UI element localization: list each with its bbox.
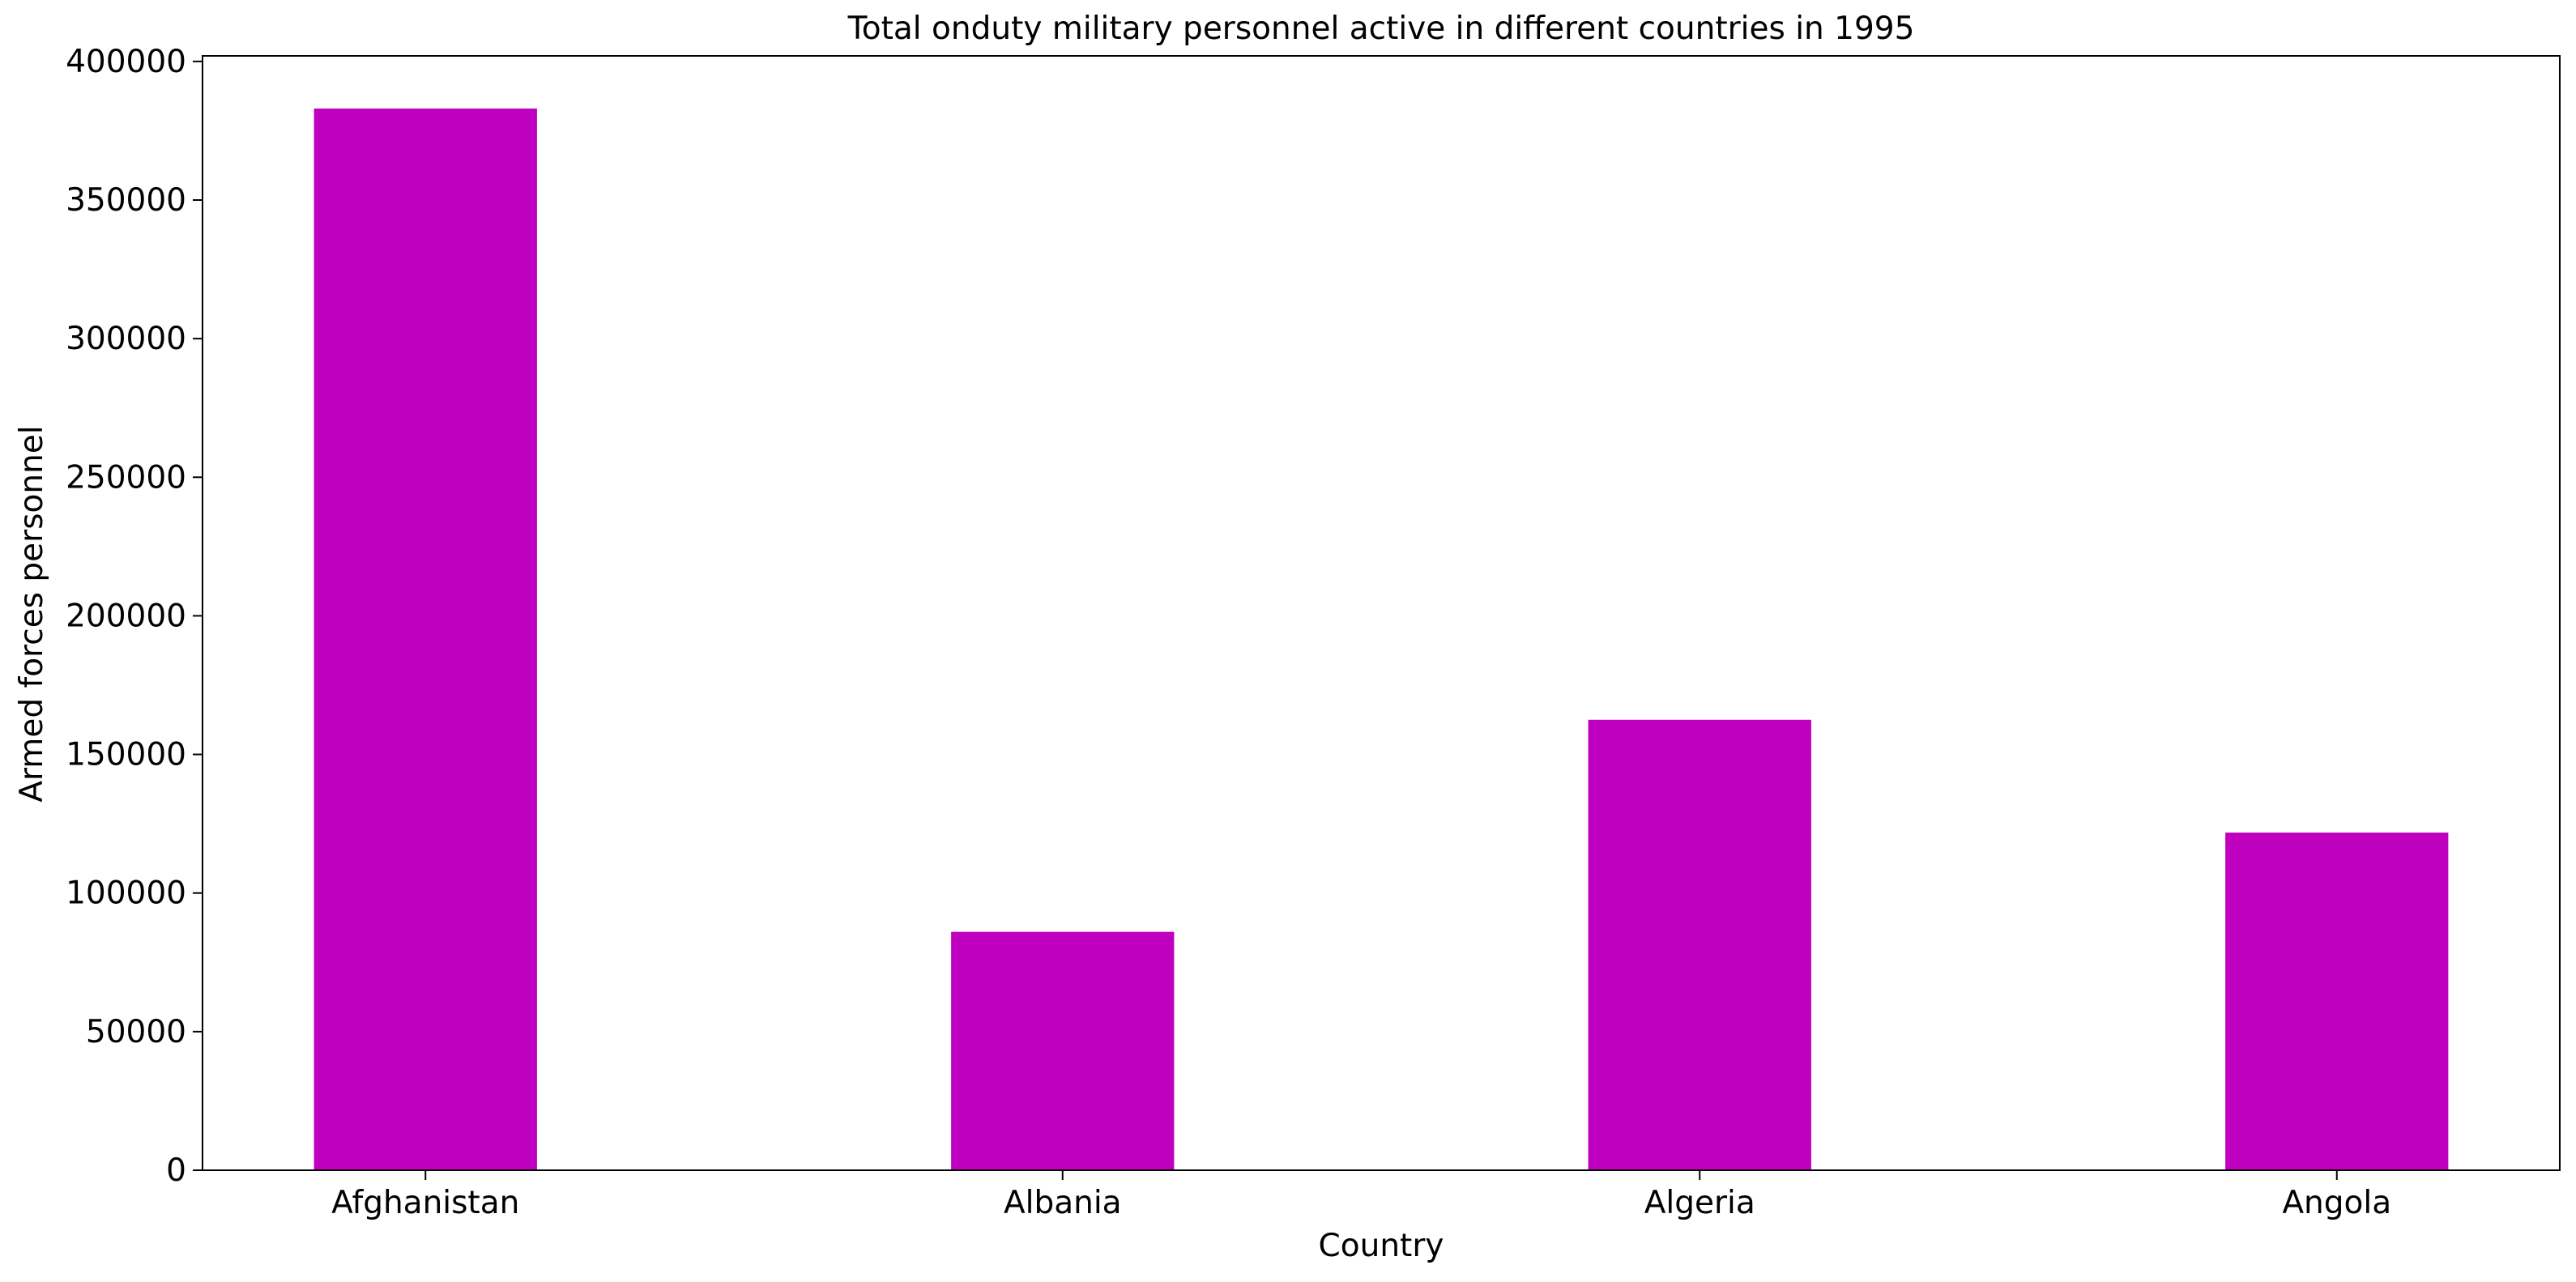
chart-title: Total onduty military personnel active i… [847, 11, 1915, 47]
bar-albania [951, 931, 1175, 1170]
y-tick-label: 400000 [66, 44, 186, 80]
bars-layer [313, 109, 2449, 1171]
plot-frame [202, 55, 2561, 1171]
bar-algeria [1588, 719, 1811, 1170]
y-tick-label: 350000 [66, 182, 186, 219]
y-tick-label: 100000 [66, 875, 186, 912]
y-tick-label: 250000 [66, 459, 186, 496]
y-tick-label: 200000 [66, 598, 186, 634]
axes-layer: 0 50000 100000 150000 200000 250000 300000 3500… [66, 44, 2561, 1221]
y-tick-label: 0 [166, 1152, 186, 1189]
bar-afghanistan [313, 109, 537, 1171]
y-tick-label: 150000 [66, 737, 186, 773]
y-axis-label: Armed forces personnel [14, 425, 50, 802]
x-axis-label: Country [1319, 1228, 1444, 1264]
x-tick-label: Angola [2282, 1185, 2391, 1221]
bar-angola [2225, 833, 2449, 1170]
y-tick-label: 300000 [66, 321, 186, 357]
x-tick-label: Albania [1004, 1185, 1122, 1221]
y-tick-label: 50000 [86, 1014, 186, 1050]
x-tick-label: Algeria [1644, 1185, 1755, 1221]
x-tick-label: Afghanistan [331, 1185, 519, 1221]
